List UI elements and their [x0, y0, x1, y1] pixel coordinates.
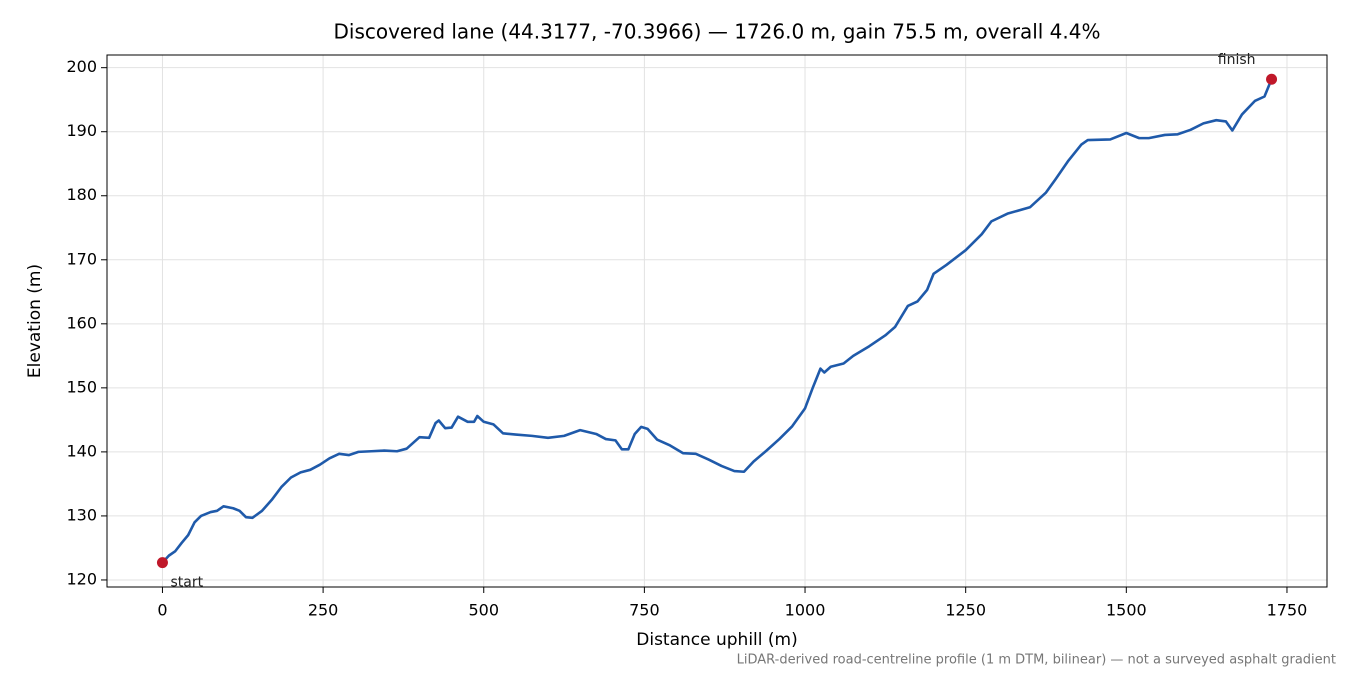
x-tick-label: 1250	[945, 601, 986, 620]
y-tick-label: 160	[66, 313, 97, 332]
x-axis-label: Distance uphill (m)	[636, 630, 797, 650]
footnote: LiDAR-derived road-centreline profile (1…	[737, 653, 1336, 668]
x-tick-label: 750	[629, 601, 660, 620]
y-axis-label: Elevation (m)	[25, 264, 45, 378]
x-tick-label: 0	[157, 601, 167, 620]
x-tick-label: 500	[468, 601, 499, 620]
y-tick-label: 140	[66, 441, 97, 460]
elevation-line	[161, 78, 1273, 564]
y-tick-label: 170	[66, 249, 97, 268]
x-tick-label: 1500	[1106, 601, 1147, 620]
x-tick-label: 1000	[785, 601, 826, 620]
y-tick-label: 200	[66, 57, 97, 76]
y-tick-label: 150	[66, 377, 97, 396]
x-tick-label: 1750	[1267, 601, 1308, 620]
chart-title: Discovered lane (44.3177, -70.3966) — 17…	[333, 20, 1100, 44]
y-tick-label: 120	[66, 569, 97, 588]
endpoint-marker	[1266, 73, 1278, 85]
plot-frame	[106, 54, 1328, 588]
annotation: start	[170, 575, 203, 591]
y-tick-label: 190	[66, 121, 97, 140]
endpoint-marker	[156, 557, 168, 569]
annotation: finish	[1218, 52, 1256, 68]
y-tick-label: 130	[66, 505, 97, 524]
x-tick-label: 250	[308, 601, 339, 620]
y-tick-label: 180	[66, 185, 97, 204]
